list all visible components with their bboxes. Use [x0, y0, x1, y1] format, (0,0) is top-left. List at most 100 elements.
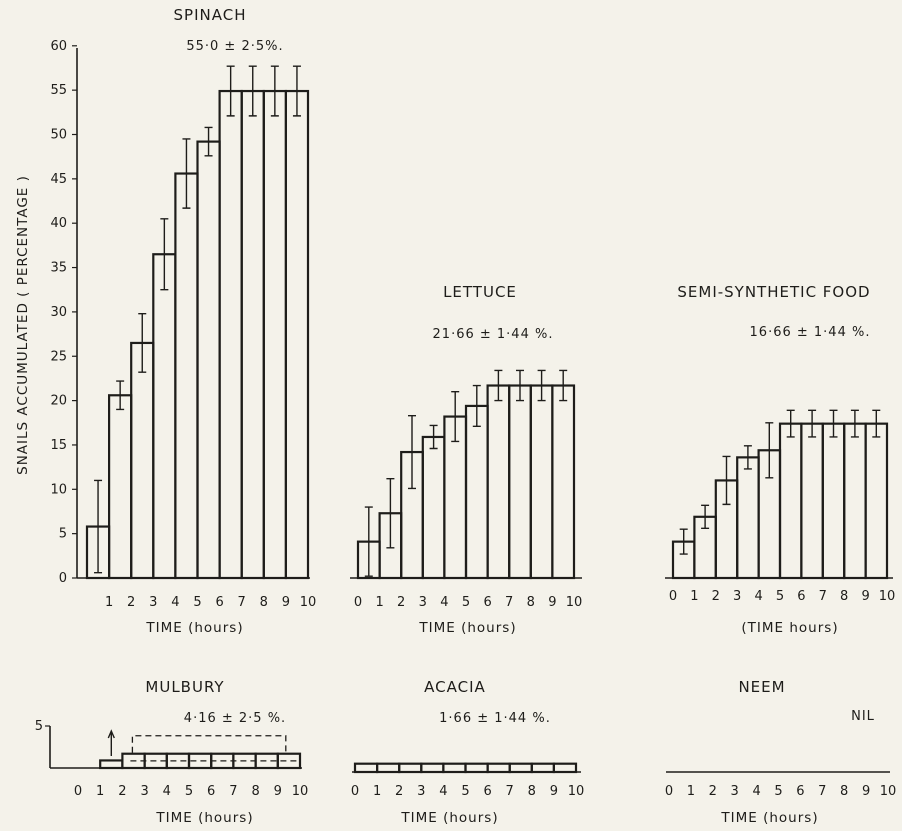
panel-mulbury-x-tick-label: 2: [118, 784, 126, 799]
panel-spinach-y-tick-label: 25: [50, 349, 67, 364]
panel-acacia-bar: [486, 762, 511, 774]
panel-semi-synthetic-food-x-tick-label: 2: [712, 589, 720, 604]
panel-lettuce-x-tick-label: 7: [505, 595, 513, 610]
panel-acacia-x-tick-label: 10: [568, 784, 585, 799]
panel-neem-x-tick-label: 3: [731, 784, 739, 799]
panel-spinach-x-tick-label: 6: [215, 595, 223, 610]
panel-neem-x-tick-label: 7: [818, 784, 826, 799]
panel-acacia-x-axis-label: TIME (hours): [400, 810, 498, 826]
panel-spinach-x-tick-label: 2: [127, 595, 135, 610]
panel-semi-synthetic-food-error-bar: [765, 422, 774, 479]
panel-lettuce-title: LETTUCE: [443, 283, 517, 301]
panel-spinach-x-tick-label: 9: [282, 595, 290, 610]
panel-spinach-bar: [107, 394, 133, 580]
panel-lettuce-error-bar: [494, 369, 503, 402]
panel-spinach-y-tick-label: 60: [50, 39, 67, 54]
panel-semi-synthetic-food-x-tick-label: 4: [754, 589, 762, 604]
panel-semi-synthetic-food-x-tick-label: 3: [733, 589, 741, 604]
panel-mulbury-x-tick-label: 9: [274, 784, 282, 799]
panel-acacia-x-tick-label: 7: [506, 784, 514, 799]
panel-neem-x-tick-label: 9: [862, 784, 870, 799]
panel-semi-synthetic-food-bar: [736, 456, 760, 580]
panel-acacia-x-tick-label: 6: [483, 784, 491, 799]
panel-semi-synthetic-food-error-bar: [850, 409, 859, 438]
panel-spinach-y-tick-label: 45: [50, 172, 67, 187]
panel-spinach-bar: [218, 89, 243, 580]
panel-lettuce-bar: [529, 384, 554, 580]
panel-lettuce-bar: [508, 384, 532, 580]
panel-spinach-error-bar: [248, 65, 257, 117]
panel-spinach-error-bar: [182, 138, 191, 209]
panel-acacia-bar: [376, 762, 401, 774]
panel-semi-synthetic-food-error-bar: [679, 528, 688, 555]
panel-mulbury-x-tick-label: 3: [140, 784, 148, 799]
panel-semi-synthetic-food-bar: [843, 422, 867, 580]
panel-semi-synthetic-food-bar: [778, 422, 803, 580]
panel-acacia-bar: [420, 762, 445, 774]
panel-lettuce-error-bar: [516, 369, 524, 402]
panel-lettuce-error-bar: [429, 424, 438, 450]
panel-lettuce-x-tick-label: 10: [566, 595, 583, 610]
panel-semi-synthetic-food-x-tick-label: 7: [819, 589, 827, 604]
panel-lettuce-x-tick-label: 3: [419, 595, 427, 610]
panel-spinach-bar: [240, 89, 265, 580]
panel-mulbury-x-tick-label: 7: [229, 784, 237, 799]
panel-spinach-error-bar: [94, 479, 103, 574]
panel-spinach-x-tick-label: 3: [149, 595, 157, 610]
panel-spinach-x-tick-label: 4: [171, 595, 179, 610]
panel-neem-title: NEEM: [738, 678, 785, 696]
y-axis-label: SNAILS ACCUMULATED ( PERCENTAGE ): [15, 175, 31, 475]
panel-lettuce-x-axis-label: TIME (hours): [418, 620, 516, 636]
panel-lettuce-error-bar: [364, 506, 373, 577]
panel-lettuce-x-tick-label: 8: [527, 595, 535, 610]
panel-acacia-annotation: 1·66 ± 1·44 %.: [439, 711, 551, 726]
panel-mulbury-error-envelope: [131, 735, 287, 753]
panel-spinach-x-tick-label: 10: [300, 595, 317, 610]
panel-mulbury-y-tick-label: 5: [35, 719, 43, 734]
panel-acacia-bar: [353, 762, 379, 774]
panel-acacia-x-tick-label: 1: [373, 784, 381, 799]
panel-lettuce-x-tick-label: 0: [354, 595, 362, 610]
panel-mulbury-x-tick-label: 4: [163, 784, 171, 799]
panel-neem-x-tick-label: 4: [752, 784, 760, 799]
panel-neem-annotation: NIL: [851, 709, 875, 724]
panel-spinach-bar: [130, 341, 155, 580]
panel-spinach-error-bar: [270, 65, 279, 117]
panel-lettuce-error-bar: [451, 391, 460, 443]
panel-spinach-x-tick-label: 8: [260, 595, 268, 610]
panel-spinach-error-bar: [204, 126, 213, 157]
panel-mulbury-x-tick-label: 0: [74, 784, 82, 799]
panel-lettuce-x-tick-label: 4: [440, 595, 448, 610]
panel-neem-x-axis-label: TIME (hours): [720, 810, 818, 826]
panel-spinach-y-tick-label: 40: [50, 216, 67, 231]
panel-semi-synthetic-food-x-tick-label: 6: [797, 589, 805, 604]
panel-spinach-x-tick-label: 1: [105, 595, 113, 610]
panel-semi-synthetic-food-error-bar: [872, 409, 881, 438]
panel-acacia-x-tick-label: 4: [439, 784, 447, 799]
panel-semi-synthetic-food-x-tick-label: 1: [690, 589, 698, 604]
panel-acacia-x-tick-label: 3: [417, 784, 425, 799]
panel-acacia-x-tick-label: 8: [528, 784, 536, 799]
panel-acacia-bar: [508, 762, 533, 774]
panel-semi-synthetic-food-x-tick-label: 5: [776, 589, 784, 604]
panel-spinach-y-tick-label: 30: [50, 305, 67, 320]
panel-acacia-bar: [398, 762, 423, 774]
panel-spinach-x-axis-label: TIME (hours): [145, 620, 243, 636]
panel-lettuce-bar: [421, 435, 446, 580]
panel-semi-synthetic-food-error-bar: [829, 409, 838, 438]
panel-lettuce-bar: [486, 384, 511, 580]
panel-neem-x-tick-label: 6: [796, 784, 804, 799]
panel-semi-synthetic-food-error-bar: [722, 455, 731, 506]
panel-mulbury-title: MULBURY: [145, 678, 224, 696]
panel-acacia-title: ACACIA: [424, 678, 486, 696]
panel-spinach-y-tick-label: 10: [50, 482, 67, 497]
panel-spinach-bar: [284, 89, 310, 580]
panel-neem-x-tick-label: 1: [687, 784, 695, 799]
panel-semi-synthetic-food-error-bar: [743, 445, 752, 470]
panel-neem-x-tick-label: 8: [840, 784, 848, 799]
panel-semi-synthetic-food-x-tick-label: 10: [879, 589, 896, 604]
panel-neem-x-tick-label: 0: [665, 784, 673, 799]
